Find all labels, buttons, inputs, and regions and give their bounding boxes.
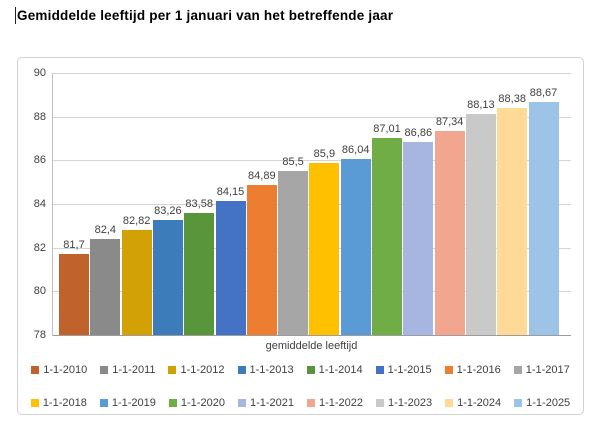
y-tick-label-78: 78 [33,329,46,341]
text-cursor-caret [15,7,16,24]
legend-item-1-1-2016[interactable]: 1-1-2016 [444,364,501,376]
legend-swatch-1-1-2022 [307,399,315,407]
bar-1-1-2014[interactable] [184,213,215,335]
legend-label-1-1-2024: 1-1-2024 [457,397,502,409]
gridline-86 [52,160,571,162]
legend-item-1-1-2015[interactable]: 1-1-2015 [375,364,432,376]
data-label-1-1-2021: 86,86 [404,126,433,139]
legend-item-1-1-2018[interactable]: 1-1-2018 [30,397,87,409]
bar-1-1-2023[interactable] [465,113,496,335]
legend-swatch-1-1-2018 [30,399,39,407]
legend-label-1-1-2010: 1-1-2010 [43,364,88,376]
data-label-1-1-2013: 83,26 [154,205,182,218]
data-label-1-1-2016: 84,89 [248,169,276,182]
legend-label-1-1-2022: 1-1-2022 [319,397,364,409]
y-tick-label-88: 88 [33,110,46,123]
legend-label-1-1-2011: 1-1-2011 [112,364,156,376]
legend-row-1: 1-1-2010 1-1-2011 1-1-2012 1-1-2013 1-1-2014… [18,364,583,376]
bar-1-1-2015[interactable] [215,200,246,335]
legend-swatch-1-1-2023 [376,399,385,407]
bar-1-1-2010[interactable] [59,254,89,335]
bar-1-1-2024[interactable] [497,108,528,335]
legend-swatch-1-1-2016 [444,366,453,374]
bar-1-1-2020[interactable] [372,138,402,335]
data-label-1-1-2023: 88,13 [467,98,495,111]
legend-label-1-1-2020: 1-1-2020 [180,397,225,409]
bar-1-1-2013[interactable] [152,220,183,335]
bar-1-1-2012[interactable] [121,229,152,335]
data-label-1-1-2018: 85,9 [313,147,336,160]
bar-1-1-2016[interactable] [246,184,277,335]
legend-label-1-1-2025: 1-1-2025 [526,397,571,409]
legend-label-1-1-2014: 1-1-2014 [318,364,363,376]
data-label-1-1-2012: 82,82 [122,214,151,227]
legend-label-1-1-2016: 1-1-2016 [456,364,501,376]
chart-document-title: Gemiddelde leeftijd per 1 januari van he… [17,8,394,23]
legend-item-1-1-2024[interactable]: 1-1-2024 [445,397,501,409]
legend-label-1-1-2021: 1-1-2021 [249,397,294,409]
legend-swatch-1-1-2021 [237,399,246,407]
data-label-1-1-2017: 85,5 [282,156,304,169]
bar-1-1-2021[interactable] [403,141,434,335]
y-tick-label-82: 82 [33,241,46,254]
legend-swatch-1-1-2020 [168,399,177,407]
bar-1-1-2017[interactable] [278,171,309,335]
bar-1-1-2019[interactable] [340,159,371,335]
legend-label-1-1-2023: 1-1-2023 [388,397,433,409]
legend-item-1-1-2011[interactable]: 1-1-2011 [100,364,155,376]
legend-item-1-1-2025[interactable]: 1-1-2025 [514,397,570,409]
legend-item-1-1-2019[interactable]: 1-1-2019 [99,397,156,409]
bar-1-1-2022[interactable] [434,131,465,335]
y-tick-label-86: 86 [33,154,46,167]
legend-label-1-1-2012: 1-1-2012 [180,364,225,376]
legend-item-1-1-2021[interactable]: 1-1-2021 [237,397,294,409]
legend-swatch-1-1-2017 [513,366,522,374]
bar-1-1-2011[interactable] [90,238,121,335]
data-label-1-1-2011: 82,4 [94,223,116,236]
legend-swatch-1-1-2025 [514,399,523,407]
legend-label-1-1-2017: 1-1-2017 [525,364,570,376]
legend-item-1-1-2020[interactable]: 1-1-2020 [168,397,225,409]
legend-swatch-1-1-2019 [99,399,108,407]
bar-1-1-2025[interactable] [528,102,559,335]
data-label-1-1-2010: 81,7 [63,239,85,252]
chart-frame[interactable]: 81,7 82,4 82,82 83,26 83,58 84,15 84,89 85,5 85,… [17,57,584,415]
data-label-1-1-2025: 88,67 [529,87,558,100]
legend-swatch-1-1-2011 [100,366,109,374]
gridline-88 [52,116,571,118]
legend-swatch-1-1-2010 [31,366,40,374]
data-label-1-1-2014: 83,58 [185,198,213,211]
legend-item-1-1-2014[interactable]: 1-1-2014 [306,364,363,376]
legend-item-1-1-2022[interactable]: 1-1-2022 [307,397,363,409]
legend-label-1-1-2013: 1-1-2013 [249,364,294,376]
data-label-1-1-2020: 87,01 [373,123,401,136]
legend-label-1-1-2019: 1-1-2019 [111,397,156,409]
y-tick-label-84: 84 [33,198,46,210]
legend-label-1-1-2018: 1-1-2018 [42,397,87,409]
y-tick-label-80: 80 [33,285,46,298]
data-label-1-1-2015: 84,15 [216,185,245,198]
legend-item-1-1-2023[interactable]: 1-1-2023 [376,397,432,409]
data-label-1-1-2022: 87,34 [435,116,464,129]
legend-item-1-1-2010[interactable]: 1-1-2010 [31,364,87,376]
data-label-1-1-2024: 88,38 [498,93,526,106]
y-tick-label-90: 90 [33,67,46,79]
gridline-90 [52,73,571,74]
legend-row-2: 1-1-2018 1-1-2019 1-1-2020 1-1-2021 1-1-2022… [18,397,583,409]
gridline-78 [52,335,571,336]
legend-swatch-1-1-2013 [237,366,246,374]
legend-swatch-1-1-2012 [168,366,177,374]
data-label-1-1-2019: 86,04 [341,144,370,157]
legend-swatch-1-1-2015 [375,366,384,374]
legend-label-1-1-2015: 1-1-2015 [387,364,432,376]
plot-area: 81,7 82,4 82,82 83,26 83,58 84,15 84,89 85,5 85,… [52,73,571,336]
x-axis-title: gemiddelde leeftijd [265,340,358,352]
legend-swatch-1-1-2014 [306,366,315,374]
legend-swatch-1-1-2024 [445,399,454,407]
legend-item-1-1-2017[interactable]: 1-1-2017 [513,364,570,376]
y-axis-line [52,73,53,336]
bar-1-1-2018[interactable] [309,162,340,335]
legend-item-1-1-2012[interactable]: 1-1-2012 [168,364,225,376]
legend-item-1-1-2013[interactable]: 1-1-2013 [237,364,294,376]
